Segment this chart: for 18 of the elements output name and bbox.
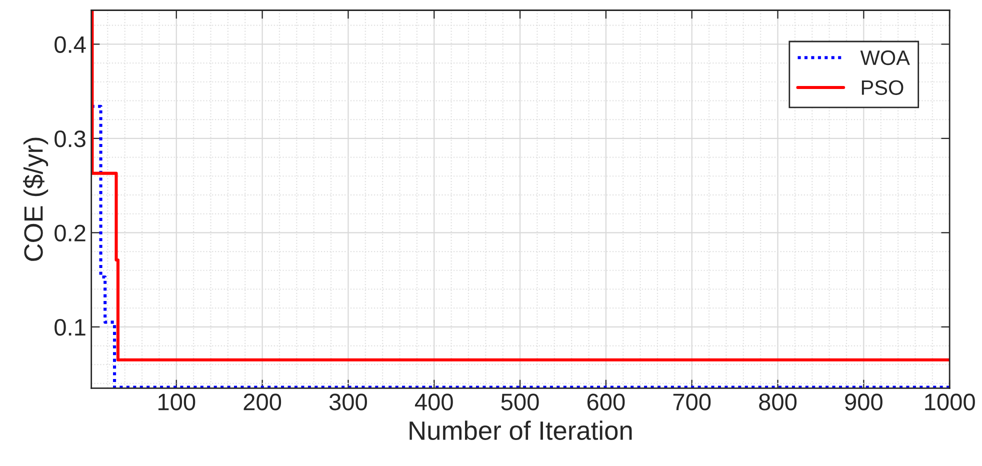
x-tick-label: 600 [587, 394, 625, 410]
x-tick-label: 900 [845, 394, 882, 410]
y-tick-label: 0.1 [54, 318, 86, 336]
y-tick-label: 0.3 [54, 130, 86, 148]
x-tick-label: 100 [158, 394, 196, 410]
x-tick-label: 700 [673, 394, 711, 410]
x-tick-label: 1000 [925, 394, 975, 410]
y-axis-title: COE ($/yr) [23, 138, 48, 261]
x-tick-label: 800 [759, 394, 797, 410]
x-tick-label: 400 [414, 394, 453, 410]
legend-label: WOA [860, 50, 910, 66]
x-axis-title: Number of Iteration [410, 420, 632, 440]
x-tick-label: 200 [244, 394, 282, 410]
y-tick-label: 0.4 [54, 36, 86, 53]
x-tick-label: 300 [329, 394, 367, 410]
x-tick-label: 500 [501, 394, 539, 410]
legend-label: PSO [862, 80, 904, 95]
y-tick-label: 0.2 [54, 224, 86, 242]
